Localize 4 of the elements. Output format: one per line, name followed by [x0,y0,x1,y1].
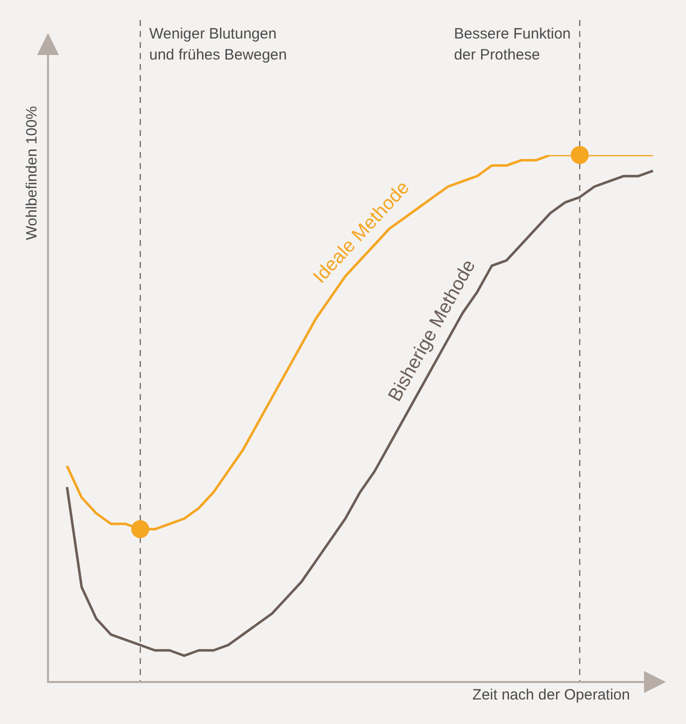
y-axis-title: Wohlbefinden 100% [24,106,41,240]
x-axis-title: Zeit nach der Operation [472,686,630,704]
text: Weniger Blutungen und frühes Bewegen [149,26,287,64]
text: Bessere Funktion der Prothese [454,26,571,64]
